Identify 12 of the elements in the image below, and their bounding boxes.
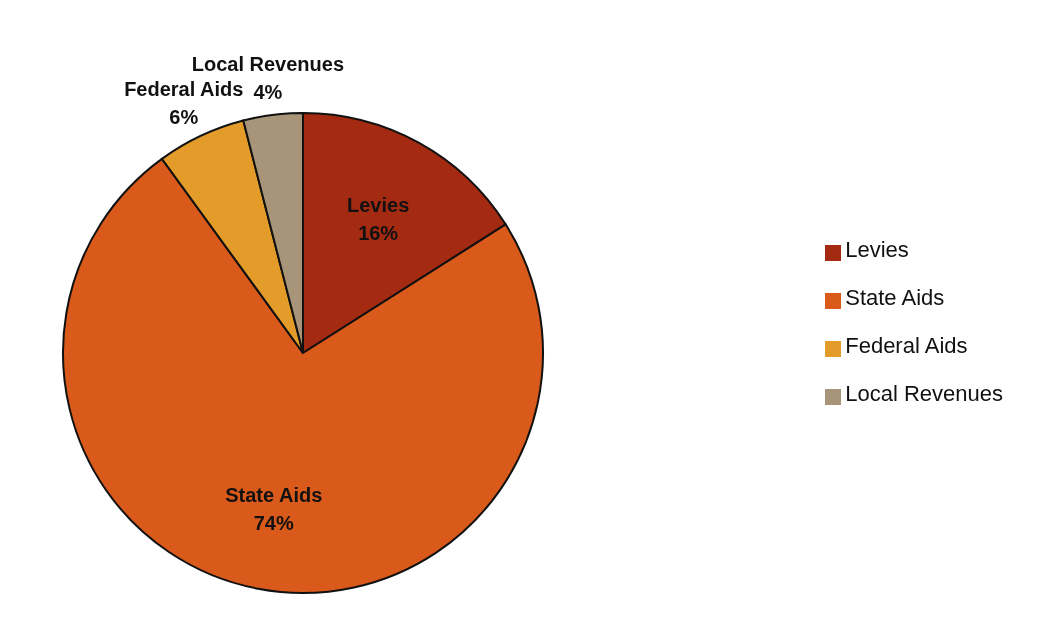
slice-label: State Aids (225, 484, 323, 507)
slice-label: Levies (347, 194, 410, 217)
legend-label: State Aids (845, 285, 945, 310)
data-label: 6% (169, 105, 199, 128)
data-label: 4% (253, 81, 283, 104)
legend-label: Federal Aids (845, 333, 968, 358)
slice-label: Local Revenues (191, 53, 345, 76)
legend-label: Levies (845, 237, 909, 262)
legend-label: Local Revenues (845, 381, 1003, 406)
data-label: 16% (358, 222, 399, 245)
slice-label: Federal Aids (124, 77, 244, 100)
data-label: 74% (253, 512, 294, 535)
